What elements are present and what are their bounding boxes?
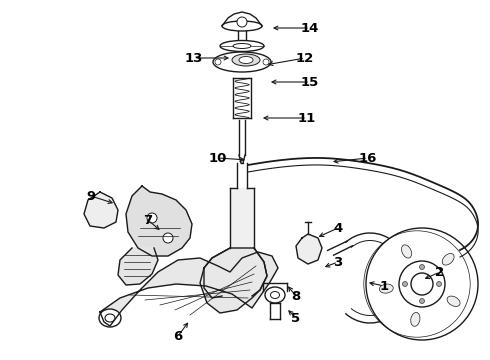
Ellipse shape (270, 292, 279, 298)
Text: 16: 16 (359, 152, 377, 165)
Ellipse shape (265, 287, 285, 303)
Text: 6: 6 (173, 329, 183, 342)
Text: 2: 2 (436, 266, 444, 279)
Text: 3: 3 (333, 256, 343, 269)
Text: 10: 10 (209, 152, 227, 165)
Circle shape (237, 17, 247, 27)
Circle shape (242, 261, 252, 271)
Ellipse shape (222, 21, 262, 31)
Circle shape (419, 298, 424, 303)
Ellipse shape (233, 44, 251, 49)
Text: 12: 12 (296, 51, 314, 64)
Circle shape (163, 233, 173, 243)
Polygon shape (126, 186, 192, 256)
Polygon shape (200, 248, 267, 313)
Ellipse shape (220, 40, 264, 51)
Polygon shape (230, 188, 254, 248)
Circle shape (437, 282, 441, 287)
Text: 7: 7 (144, 213, 152, 226)
Text: 8: 8 (292, 289, 301, 302)
Text: 15: 15 (301, 76, 319, 89)
Polygon shape (100, 252, 278, 326)
Circle shape (366, 228, 478, 340)
Polygon shape (84, 192, 118, 228)
Circle shape (419, 265, 424, 270)
Polygon shape (222, 12, 262, 26)
Ellipse shape (442, 253, 454, 265)
Text: 4: 4 (333, 221, 343, 234)
Ellipse shape (379, 284, 393, 293)
Circle shape (215, 59, 221, 65)
Ellipse shape (447, 296, 460, 306)
Ellipse shape (239, 57, 253, 63)
Circle shape (402, 282, 408, 287)
Ellipse shape (401, 245, 412, 258)
Ellipse shape (105, 314, 115, 322)
Polygon shape (118, 248, 158, 285)
Circle shape (147, 213, 157, 223)
Circle shape (263, 59, 269, 65)
Circle shape (222, 275, 232, 285)
Text: 14: 14 (301, 22, 319, 35)
Text: 5: 5 (292, 311, 300, 324)
Text: 9: 9 (86, 189, 96, 202)
Text: 13: 13 (185, 51, 203, 64)
Ellipse shape (99, 309, 121, 327)
Ellipse shape (411, 312, 420, 326)
Polygon shape (296, 234, 322, 264)
Ellipse shape (213, 52, 271, 72)
Circle shape (399, 261, 445, 307)
Text: 11: 11 (298, 112, 316, 125)
Text: 1: 1 (379, 279, 389, 292)
Circle shape (411, 273, 433, 295)
Ellipse shape (232, 54, 260, 66)
